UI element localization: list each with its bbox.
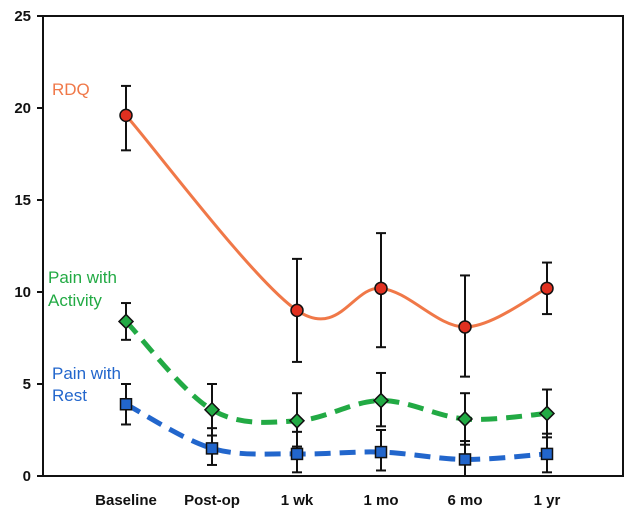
series-label: RDQ [52,80,90,99]
series-labels: RDQ Pain with Activity Pain with Rest [48,80,121,405]
data-point [456,410,474,428]
data-point [372,392,390,409]
data-point [290,303,304,318]
data-point [119,397,133,411]
y-tick-label: 25 [14,8,31,25]
series-line [124,402,548,462]
x-category-label: 6 mo [447,492,482,509]
data-point [288,412,306,429]
x-category-label: 1 wk [281,492,314,509]
data-point [374,445,388,459]
series-lines [124,114,548,462]
series-label: Activity [48,291,102,310]
data-point [458,320,472,334]
x-axis-labels: Baseline Post-op 1 wk 1 mo 6 mo 1 yr [95,492,560,509]
x-category-label: Post-op [184,492,240,509]
data-point [540,281,554,296]
y-tick-label: 5 [23,376,31,393]
data-point [458,453,472,466]
series-label: Pain with [48,268,117,287]
series-line [124,319,548,425]
series-line [124,114,548,329]
data-point [205,442,219,455]
x-category-label: Baseline [95,492,157,509]
y-tick-label: 15 [14,192,31,209]
data-point [290,447,304,461]
data-point [203,401,221,418]
y-tick-label: 20 [14,100,31,117]
x-category-label: 1 mo [363,492,398,509]
plot-frame [42,15,624,477]
data-point [538,405,556,422]
data-markers [117,108,556,466]
data-point [540,447,554,461]
y-axis-ticks: 0 5 10 15 20 25 [14,8,43,485]
data-point [117,313,135,330]
y-tick-label: 0 [23,468,31,485]
series-label: Pain with [52,364,121,383]
x-category-label: 1 yr [534,492,561,509]
data-point [374,281,388,296]
series-label: Rest [52,386,87,405]
data-point [119,108,133,123]
y-tick-label: 10 [14,284,31,301]
axes [42,15,624,477]
